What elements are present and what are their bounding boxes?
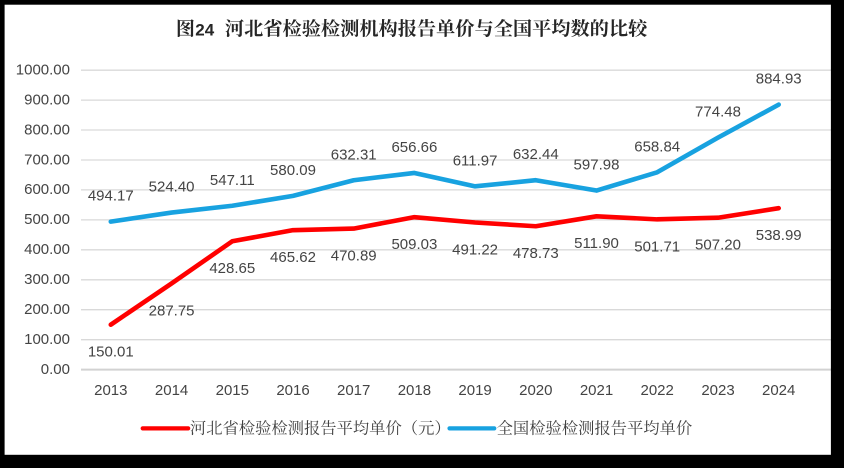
svg-text:900.00: 900.00 <box>24 91 70 108</box>
svg-text:478.73: 478.73 <box>513 245 559 262</box>
svg-text:300.00: 300.00 <box>24 271 70 288</box>
svg-text:2015: 2015 <box>216 382 249 399</box>
svg-text:2019: 2019 <box>458 382 491 399</box>
svg-text:0.00: 0.00 <box>41 361 70 378</box>
svg-text:884.93: 884.93 <box>756 71 802 88</box>
svg-text:200.00: 200.00 <box>24 301 70 318</box>
svg-text:597.98: 597.98 <box>574 157 620 174</box>
svg-text:2023: 2023 <box>701 382 734 399</box>
svg-text:2021: 2021 <box>580 382 613 399</box>
svg-text:400.00: 400.00 <box>24 241 70 258</box>
svg-text:2017: 2017 <box>337 382 370 399</box>
svg-text:656.66: 656.66 <box>391 139 437 156</box>
svg-text:2022: 2022 <box>641 382 674 399</box>
svg-text:509.03: 509.03 <box>391 236 437 253</box>
svg-text:287.75: 287.75 <box>149 302 195 319</box>
svg-text:511.90: 511.90 <box>574 235 619 252</box>
svg-text:524.40: 524.40 <box>149 179 195 196</box>
svg-text:470.89: 470.89 <box>331 248 377 265</box>
svg-text:2014: 2014 <box>155 382 188 399</box>
svg-text:465.62: 465.62 <box>270 249 316 266</box>
svg-text:494.17: 494.17 <box>88 188 134 205</box>
svg-text:507.20: 507.20 <box>695 237 741 254</box>
svg-text:24: 24 <box>195 20 214 39</box>
svg-text:2018: 2018 <box>398 382 431 399</box>
svg-text:150.01: 150.01 <box>88 344 134 361</box>
svg-text:538.99: 538.99 <box>756 227 802 244</box>
svg-text:800.00: 800.00 <box>24 121 70 138</box>
svg-text:632.31: 632.31 <box>331 146 377 163</box>
svg-text:100.00: 100.00 <box>24 331 70 348</box>
svg-text:700.00: 700.00 <box>24 151 70 168</box>
svg-text:658.84: 658.84 <box>634 138 680 155</box>
svg-text:2013: 2013 <box>94 382 127 399</box>
svg-text:491.22: 491.22 <box>452 241 498 258</box>
svg-text:774.48: 774.48 <box>695 104 741 121</box>
svg-text:1000.00: 1000.00 <box>16 62 70 79</box>
svg-text:600.00: 600.00 <box>24 181 70 198</box>
svg-text:500.00: 500.00 <box>24 211 70 228</box>
svg-text:611.97: 611.97 <box>453 152 498 169</box>
svg-text:428.65: 428.65 <box>209 260 255 277</box>
svg-text:632.44: 632.44 <box>513 146 559 163</box>
svg-text:580.09: 580.09 <box>270 162 316 179</box>
svg-text:2024: 2024 <box>762 382 795 399</box>
svg-text:547.11: 547.11 <box>210 172 255 189</box>
svg-text:2016: 2016 <box>276 382 309 399</box>
svg-text:501.71: 501.71 <box>634 238 680 255</box>
svg-text:2020: 2020 <box>519 382 552 399</box>
